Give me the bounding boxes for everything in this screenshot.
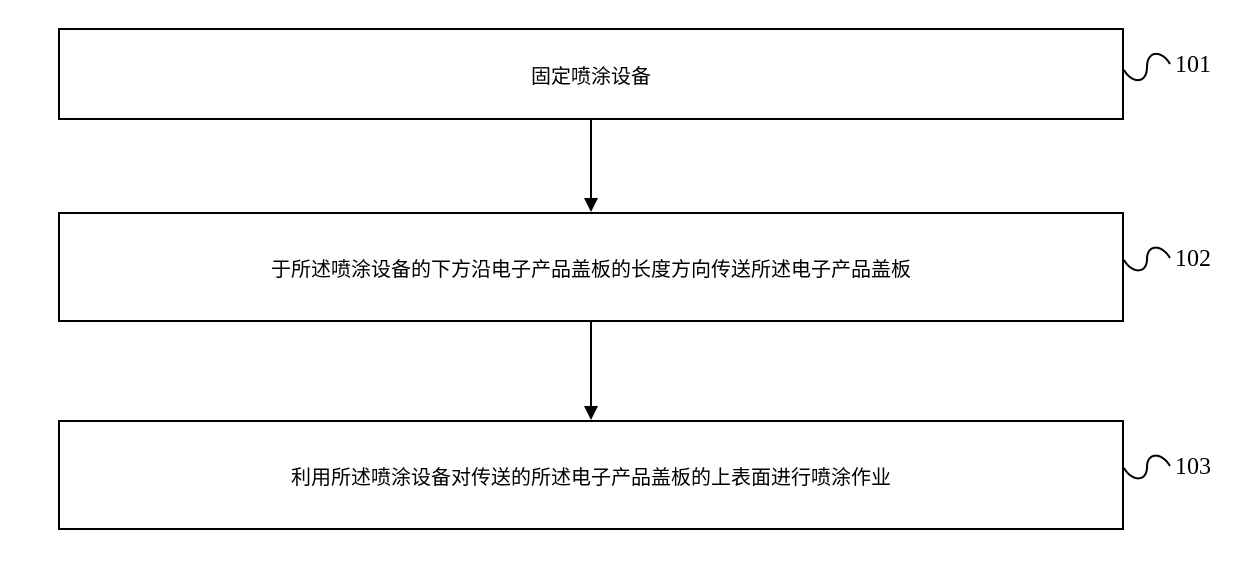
step-label-1: 101 (1175, 52, 1211, 79)
flow-step-2: 于所述喷涂设备的下方沿电子产品盖板的长度方向传送所述电子产品盖板 (58, 212, 1124, 322)
flow-step-text: 固定喷涂设备 (531, 60, 651, 89)
flow-arrow-2 (581, 322, 601, 420)
callout-curve-2 (1120, 238, 1174, 280)
flow-step-text: 利用所述喷涂设备对传送的所述电子产品盖板的上表面进行喷涂作业 (291, 461, 891, 490)
callout-curve-3 (1120, 446, 1174, 488)
callout-curve-1 (1120, 44, 1174, 90)
step-label-3: 103 (1175, 454, 1211, 481)
flow-step-text: 于所述喷涂设备的下方沿电子产品盖板的长度方向传送所述电子产品盖板 (271, 253, 911, 282)
flow-step-1: 固定喷涂设备 (58, 28, 1124, 120)
step-label-2: 102 (1175, 246, 1211, 273)
flow-step-3: 利用所述喷涂设备对传送的所述电子产品盖板的上表面进行喷涂作业 (58, 420, 1124, 530)
flow-arrow-1 (581, 120, 601, 212)
